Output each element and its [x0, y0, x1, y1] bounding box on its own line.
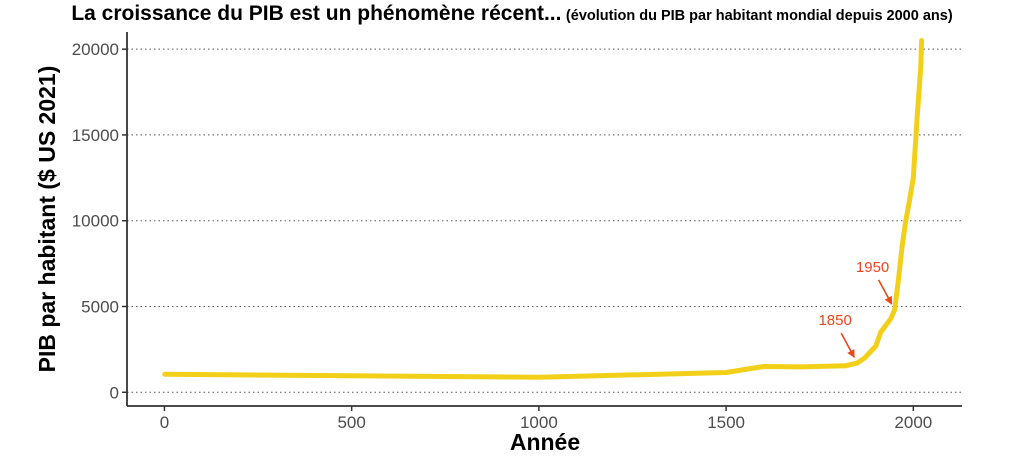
y-axis-title: PIB par habitant ($ US 2021) — [34, 66, 60, 373]
annotation-label: 1850 — [818, 312, 851, 329]
y-tick-label: 15000 — [72, 126, 119, 145]
series-line — [162, 38, 925, 380]
y-ticks: 0 5000 10000 15000 20000 — [72, 40, 127, 402]
axes — [126, 32, 962, 407]
annotation-arrow — [877, 279, 893, 305]
y-tick-label: 0 — [110, 383, 119, 402]
grid-lines — [127, 48, 962, 393]
x-tick-label: 500 — [337, 413, 365, 432]
x-tick-label: 1000 — [520, 413, 558, 432]
x-tick-label: 1500 — [707, 413, 745, 432]
annotation-label: 1950 — [856, 259, 889, 276]
x-ticks: 0 500 1000 1500 2000 — [160, 406, 932, 432]
x-tick-label: 0 — [160, 413, 169, 432]
chart-title: La croissance du PIB est un phénomène ré… — [0, 2, 1024, 26]
chart-title-sub: (évolution du PIB par habitant mondial d… — [565, 8, 953, 24]
chart-title-main: La croissance du PIB est un phénomène ré… — [71, 2, 562, 25]
y-tick-label: 20000 — [72, 40, 119, 59]
y-tick-label: 10000 — [72, 212, 119, 231]
x-tick-label: 2000 — [894, 413, 932, 432]
y-tick-label: 5000 — [81, 297, 119, 316]
annotation-arrow — [840, 332, 855, 358]
annotations: 1850 1950 — [818, 259, 893, 358]
x-axis-title: Année — [510, 429, 580, 455]
